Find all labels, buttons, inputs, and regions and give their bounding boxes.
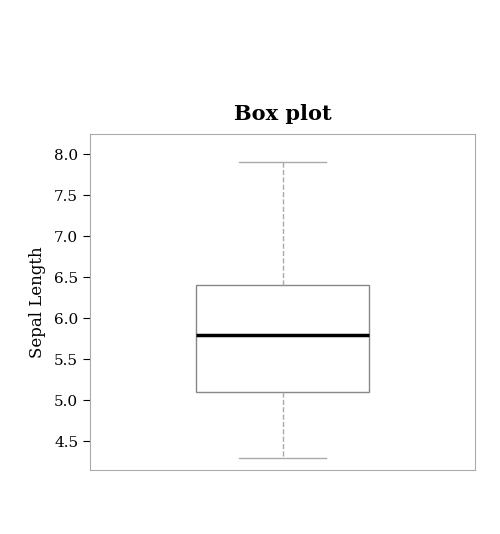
PathPatch shape xyxy=(196,285,369,392)
Title: Box plot: Box plot xyxy=(234,104,332,123)
Y-axis label: Sepal Length: Sepal Length xyxy=(28,246,46,358)
